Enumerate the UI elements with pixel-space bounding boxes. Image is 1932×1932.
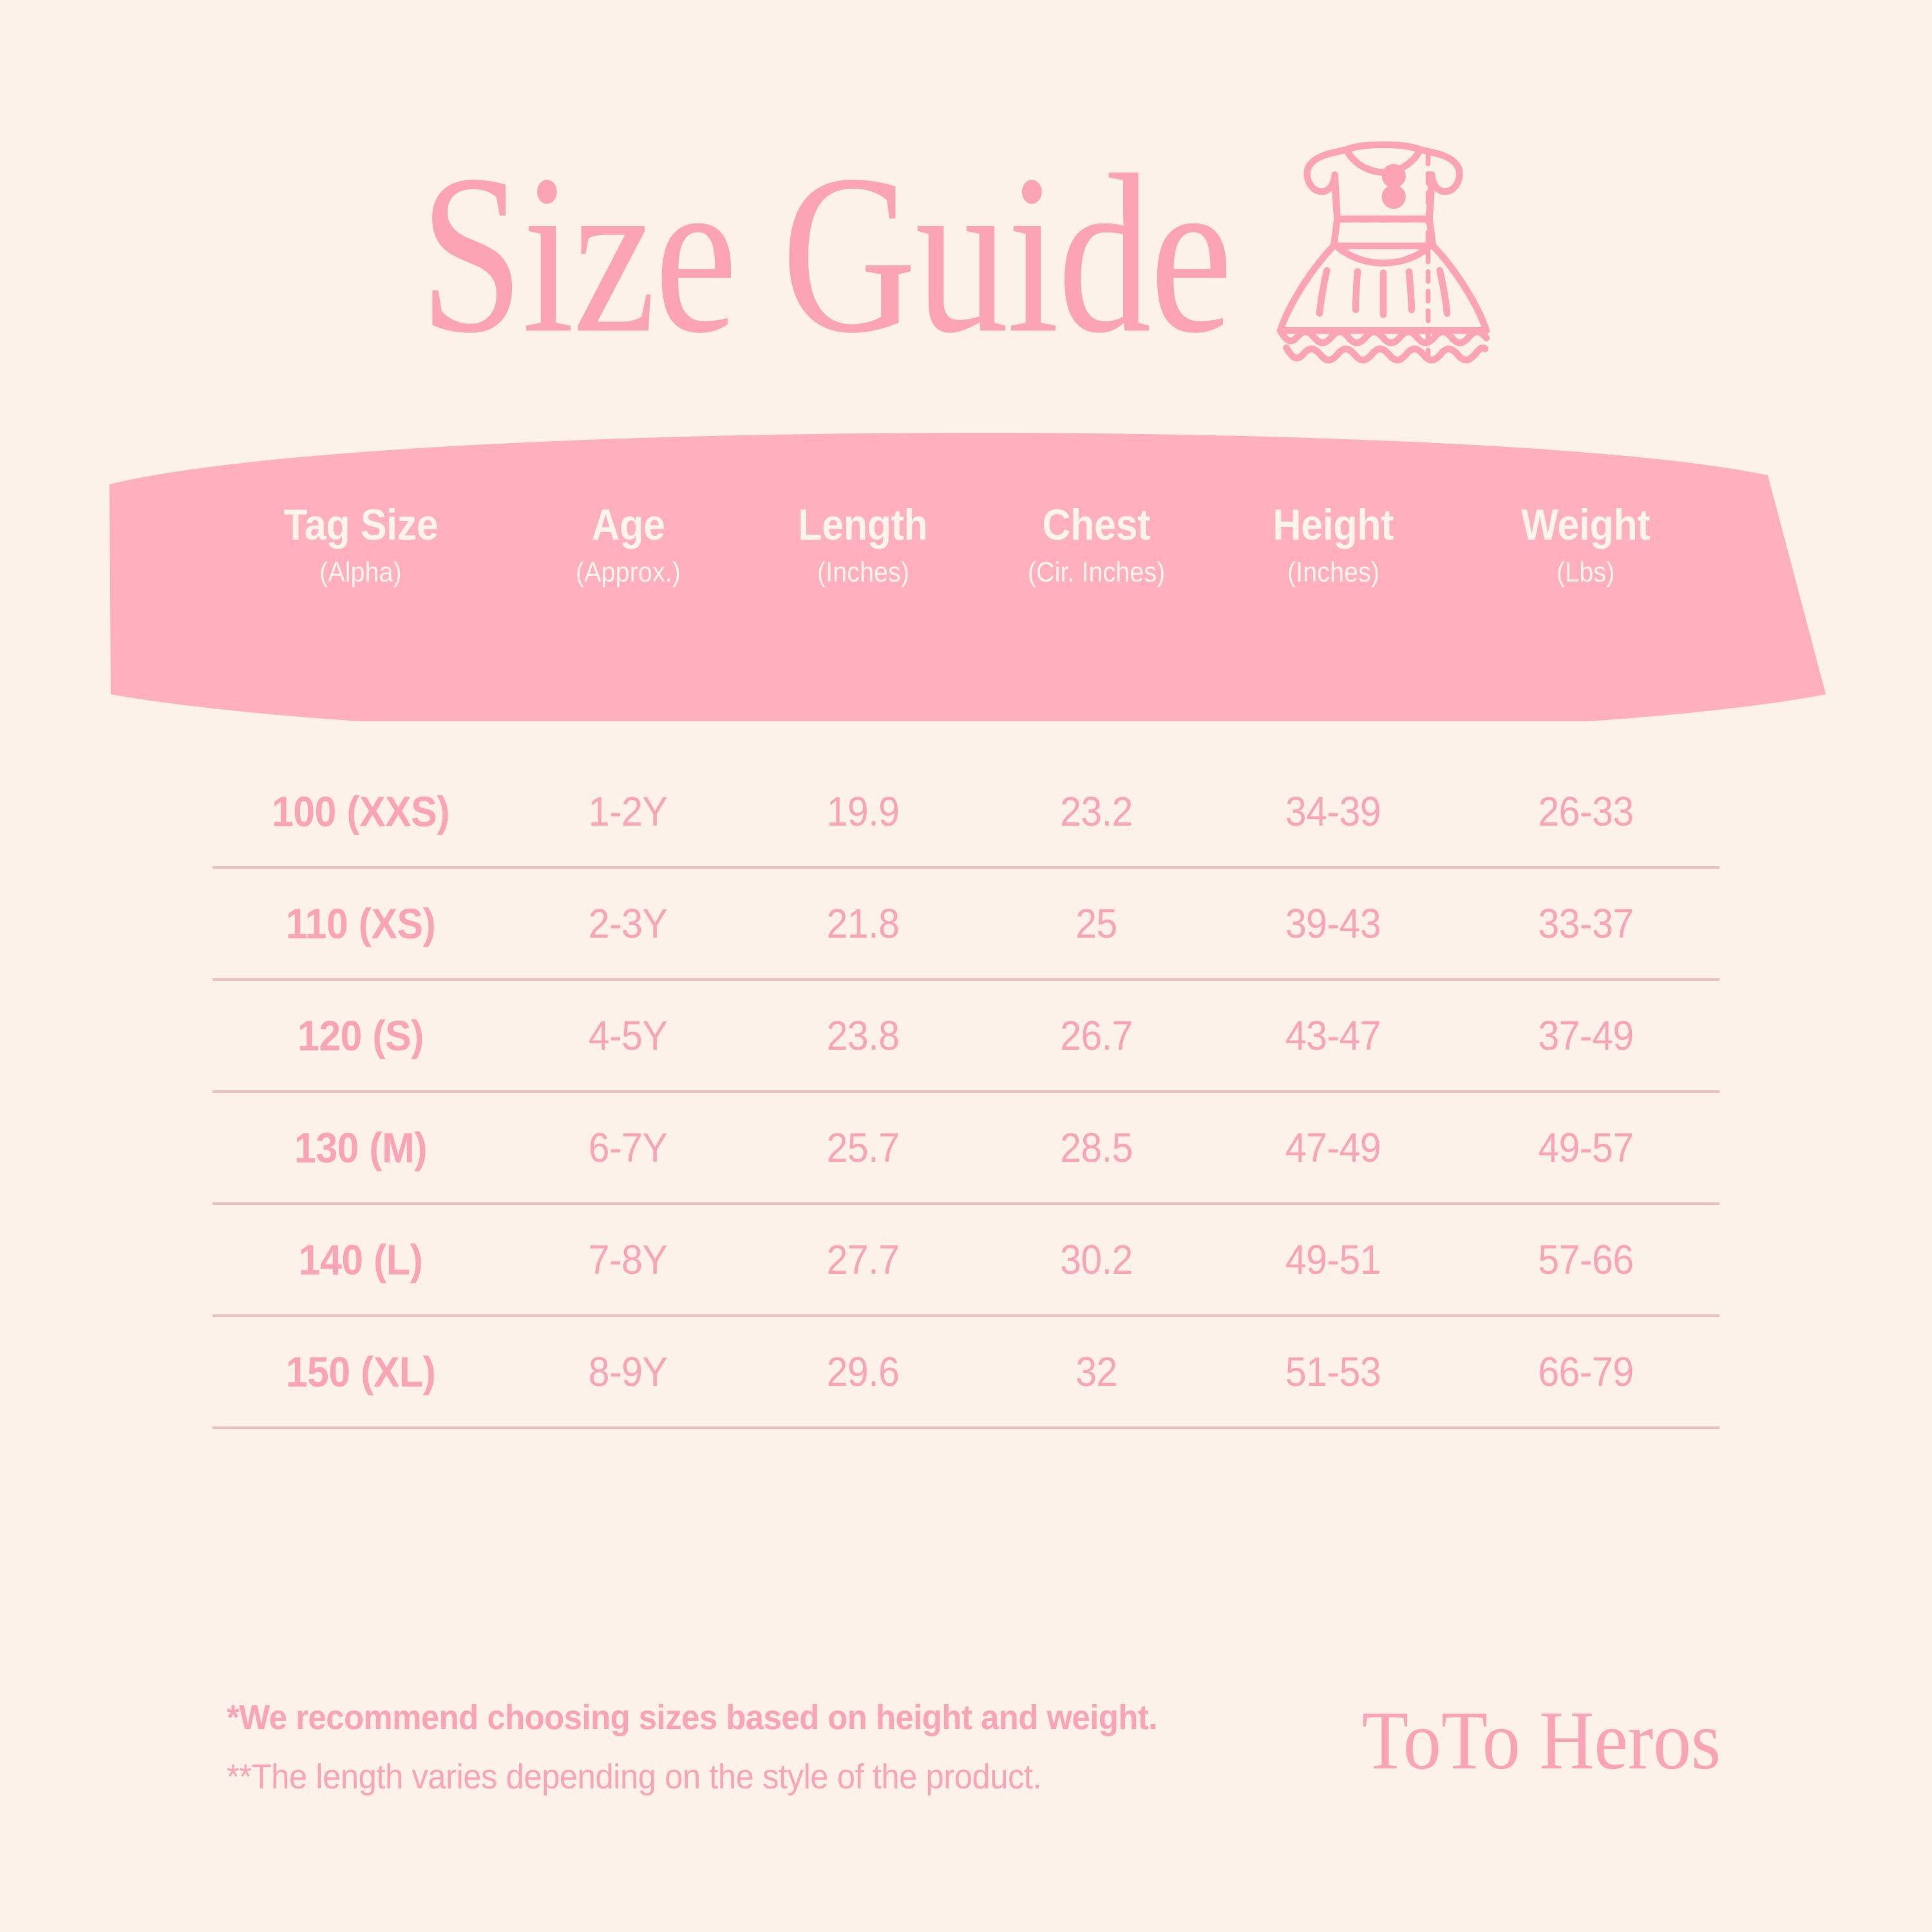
cell-chest: 32	[1075, 1349, 1117, 1395]
table-row: 130 (M) 6-7Y 25.7 28.5 47-49 49-57	[213, 1093, 1719, 1205]
cell-tag-size: 110 (XS)	[285, 900, 436, 947]
cell-tag-size: 150 (XL)	[285, 1348, 436, 1396]
table-header-banner: Tag Size (Alpha) Age (Approx.) Length (I…	[0, 425, 1932, 721]
table-row: 150 (XL) 8-9Y 29.6 32 51-53 66-79	[213, 1317, 1719, 1429]
column-header-tag-size: Tag Size (Alpha)	[213, 502, 509, 589]
cell-chest: 30.2	[1060, 1236, 1133, 1283]
cell-height: 34-39	[1285, 788, 1381, 835]
column-header-sub: (Inches)	[1287, 556, 1379, 589]
cell-weight: 66-79	[1538, 1349, 1634, 1395]
column-headers: Tag Size (Alpha) Age (Approx.) Length (I…	[213, 502, 1719, 589]
cell-height: 39-43	[1285, 900, 1381, 947]
size-table: 100 (XXS) 1-2Y 19.9 23.2 34-39 26-33 110…	[213, 757, 1719, 1429]
column-header-main: Tag Size	[283, 500, 439, 549]
cell-age: 1-2Y	[588, 788, 668, 835]
cell-age: 8-9Y	[588, 1349, 668, 1395]
footer: *We recommend choosing sizes based on he…	[227, 1694, 1721, 1797]
table-row: 110 (XS) 2-3Y 21.8 25 39-43 33-37	[213, 869, 1719, 981]
cell-length: 21.8	[826, 900, 900, 947]
column-header-sub: (Alpha)	[319, 556, 402, 589]
banner-shape	[109, 433, 1826, 721]
cell-age: 7-8Y	[588, 1236, 668, 1283]
column-header-main: Chest	[1042, 500, 1151, 549]
column-header-sub: (Approx.)	[575, 556, 681, 589]
cell-length: 25.7	[826, 1124, 900, 1171]
column-header-sub: (Inches)	[817, 556, 909, 589]
title-row: Size Guide	[0, 119, 1932, 390]
cell-chest: 23.2	[1060, 788, 1133, 835]
page-title: Size Guide	[419, 128, 1233, 381]
column-header-age: Age (Approx.)	[509, 502, 747, 589]
cell-height: 43-47	[1285, 1012, 1381, 1059]
column-header-sub: (Cir. Inches)	[1027, 556, 1166, 589]
table-row: 100 (XXS) 1-2Y 19.9 23.2 34-39 26-33	[213, 757, 1719, 869]
cell-chest: 26.7	[1060, 1012, 1133, 1059]
column-header-main: Age	[591, 500, 665, 549]
cell-weight: 57-66	[1538, 1236, 1634, 1283]
cell-chest: 25	[1075, 900, 1117, 947]
cell-tag-size: 140 (L)	[298, 1236, 423, 1283]
cell-chest: 28.5	[1060, 1124, 1133, 1171]
column-header-main: Height	[1273, 500, 1394, 549]
footer-notes: *We recommend choosing sizes based on he…	[227, 1694, 1217, 1797]
cell-weight: 33-37	[1538, 900, 1634, 947]
column-header-main: Length	[798, 500, 928, 549]
cell-tag-size: 100 (XXS)	[272, 788, 450, 835]
column-header-length: Length (Inches)	[747, 502, 979, 589]
table-row: 140 (L) 7-8Y 27.7 30.2 49-51 57-66	[213, 1205, 1719, 1317]
column-header-main: Weight	[1521, 500, 1651, 549]
cell-weight: 26-33	[1538, 788, 1634, 835]
cell-weight: 37-49	[1538, 1012, 1634, 1059]
cell-height: 47-49	[1285, 1124, 1381, 1171]
dress-icon	[1277, 141, 1490, 370]
cell-age: 2-3Y	[588, 900, 668, 947]
cell-tag-size: 130 (M)	[294, 1124, 427, 1171]
cell-height: 49-51	[1285, 1236, 1381, 1283]
footer-note-length-variance: **The length varies depending on the sty…	[227, 1757, 1042, 1796]
cell-age: 4-5Y	[588, 1012, 668, 1059]
cell-height: 51-53	[1285, 1349, 1381, 1395]
cell-length: 23.8	[826, 1012, 900, 1059]
cell-length: 29.6	[826, 1349, 900, 1395]
table-row: 120 (S) 4-5Y 23.8 26.7 43-47 37-49	[213, 981, 1719, 1093]
cell-tag-size: 120 (S)	[298, 1012, 424, 1059]
column-header-sub: (Lbs)	[1557, 556, 1615, 589]
cell-length: 19.9	[826, 788, 900, 835]
cell-length: 27.7	[826, 1236, 900, 1283]
cell-weight: 49-57	[1538, 1124, 1634, 1171]
brand-logo: ToTo Heros	[1362, 1694, 1721, 1787]
column-header-chest: Chest (Cir. Inches)	[979, 502, 1214, 589]
footer-note-recommendation: *We recommend choosing sizes based on he…	[227, 1698, 1158, 1737]
column-header-weight: Weight (Lbs)	[1452, 502, 1719, 589]
cell-age: 6-7Y	[588, 1124, 668, 1171]
column-header-height: Height (Inches)	[1214, 502, 1452, 589]
